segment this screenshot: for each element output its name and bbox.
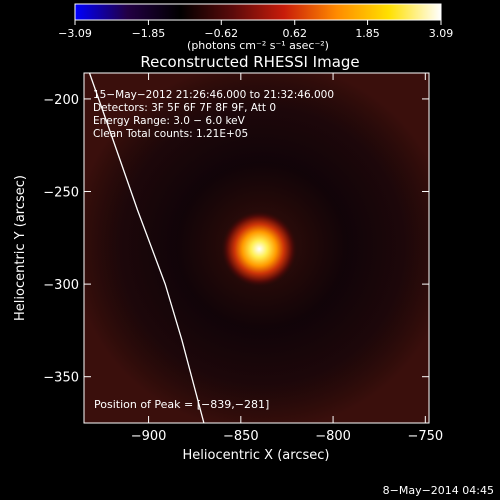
y-tick-label: −200 [43,93,79,108]
colorbar-tick-label: 0.62 [282,27,307,40]
date-stamp: 8−May−2014 04:45 [383,484,494,497]
info-line: Detectors: 3F 5F 6F 7F 8F 9F, Att 0 [93,102,276,114]
plot-frame [83,72,430,424]
colorbar-tick-label: −3.09 [58,27,92,40]
colorbar-tick-label: −0.62 [204,27,238,40]
colorbar-tick-label: 3.09 [429,27,454,40]
x-axis-label: Heliocentric X (arcsec) [183,448,330,463]
chart-title: Reconstructed RHESSI Image [140,53,359,71]
colorbar-gradient [74,3,442,21]
y-tick-label: −250 [43,186,79,201]
info-block: 15−May−2012 21:26:46.000 to 21:32:46.000… [93,89,334,140]
x-tick-label: −850 [223,429,259,444]
y-axis-label: Heliocentric Y (arcsec) [13,175,28,321]
colorbar-tick-label: 1.85 [355,27,380,40]
y-tick-label: −300 [43,278,79,293]
y-tick-label: −350 [43,371,79,386]
info-line: Clean Total counts: 1.21E+05 [93,128,248,140]
plot-area [83,72,430,424]
x-ray-source [221,210,298,287]
info-line: 15−May−2012 21:26:46.000 to 21:32:46.000 [93,89,334,101]
x-axis-ticks: −900 −850 −800 −750 [131,73,443,444]
colorbar-unit-label: (photons cm⁻² s⁻¹ asec⁻²) [187,39,329,52]
x-tick-label: −750 [407,429,443,444]
colorbar-ticks: −3.09 −1.85 −0.62 0.62 1.85 3.09 [58,20,453,40]
peak-position-label: Position of Peak = [−839,−281] [94,398,269,411]
info-line: Energy Range: 3.0 − 6.0 keV [93,115,246,127]
colorbar-tick-label: −1.85 [132,27,166,40]
solar-limb [88,73,205,423]
x-tick-label: −900 [131,429,167,444]
y-axis-ticks: −200 −250 −300 −350 [43,93,429,386]
colorbar: −3.09 −1.85 −0.62 0.62 1.85 3.09 (photons cm⁻… [58,3,453,52]
x-tick-label: −800 [315,429,351,444]
